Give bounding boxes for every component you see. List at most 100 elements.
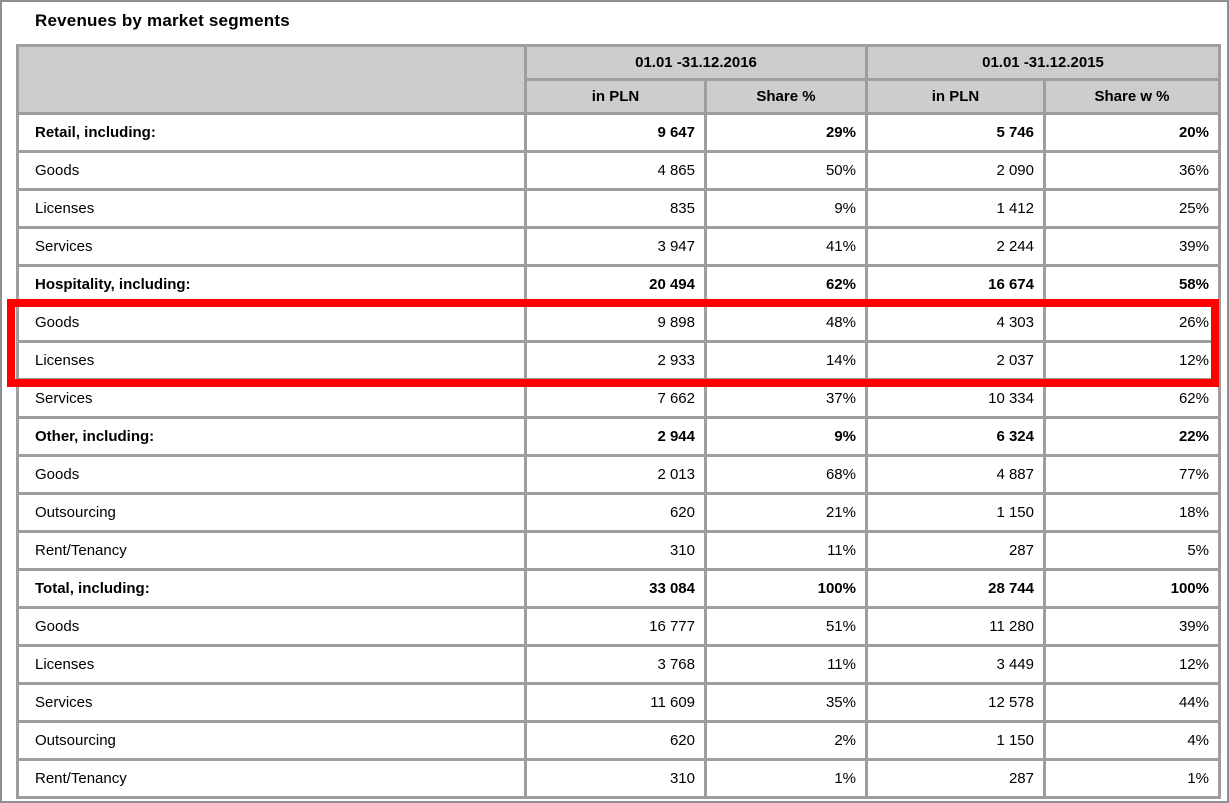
segment-label-cell: Services (16, 226, 527, 267)
segment-label-cell: Rent/Tenancy (16, 530, 527, 571)
pln-2016-cell: 2 933 (524, 340, 707, 381)
table-row: Outsourcing 620 21% 1 150 18% (16, 492, 1221, 533)
pln-2016-cell: 310 (524, 758, 707, 799)
pln-2016-cell: 16 777 (524, 606, 707, 647)
pln-2016-cell: 9 898 (524, 302, 707, 343)
segment-label-cell: Goods (16, 302, 527, 343)
table-row: Services 11 609 35% 12 578 44% (16, 682, 1221, 723)
col-header-share-2016: Share % (704, 78, 868, 115)
share-2015-cell: 39% (1043, 606, 1221, 647)
pln-2016-cell: 33 084 (524, 568, 707, 609)
share-2016-cell: 100% (704, 568, 868, 609)
pln-2016-cell: 2 944 (524, 416, 707, 457)
share-2016-cell: 1% (704, 758, 868, 799)
pln-2015-cell: 6 324 (865, 416, 1046, 457)
pln-2015-cell: 28 744 (865, 568, 1046, 609)
pln-2016-cell: 3 947 (524, 226, 707, 267)
share-2015-cell: 20% (1043, 112, 1221, 153)
share-2016-cell: 11% (704, 530, 868, 571)
pln-2015-cell: 4 887 (865, 454, 1046, 495)
pln-2015-cell: 10 334 (865, 378, 1046, 419)
pln-2015-cell: 4 303 (865, 302, 1046, 343)
table-row: Total, including: 33 084 100% 28 744 100% (16, 568, 1221, 609)
share-2015-cell: 1% (1043, 758, 1221, 799)
pln-2015-cell: 16 674 (865, 264, 1046, 305)
pln-2016-cell: 620 (524, 720, 707, 761)
share-2015-cell: 22% (1043, 416, 1221, 457)
table-header: 01.01 -31.12.2016 01.01 -31.12.2015 in P… (16, 44, 1221, 115)
share-2016-cell: 51% (704, 606, 868, 647)
table-row: Services 3 947 41% 2 244 39% (16, 226, 1221, 267)
share-2016-cell: 41% (704, 226, 868, 267)
pln-2015-cell: 1 412 (865, 188, 1046, 229)
pln-2016-cell: 835 (524, 188, 707, 229)
table-row: Goods 4 865 50% 2 090 36% (16, 150, 1221, 191)
segment-label-cell: Goods (16, 150, 527, 191)
share-2015-cell: 36% (1043, 150, 1221, 191)
segment-label-cell: Goods (16, 606, 527, 647)
table-row: Services 7 662 37% 10 334 62% (16, 378, 1221, 419)
segment-label-cell: Licenses (16, 188, 527, 229)
share-2015-cell: 100% (1043, 568, 1221, 609)
table-row: Goods 9 898 48% 4 303 26% (16, 302, 1221, 343)
segment-label-cell: Total, including: (16, 568, 527, 609)
table-row: Outsourcing 620 2% 1 150 4% (16, 720, 1221, 761)
pln-2016-cell: 2 013 (524, 454, 707, 495)
share-2016-cell: 48% (704, 302, 868, 343)
pln-2016-cell: 11 609 (524, 682, 707, 723)
pln-2016-cell: 7 662 (524, 378, 707, 419)
revenues-table: 01.01 -31.12.2016 01.01 -31.12.2015 in P… (16, 44, 1221, 799)
pln-2016-cell: 9 647 (524, 112, 707, 153)
share-2015-cell: 77% (1043, 454, 1221, 495)
share-2015-cell: 58% (1043, 264, 1221, 305)
table-row: Goods 16 777 51% 11 280 39% (16, 606, 1221, 647)
pln-2015-cell: 5 746 (865, 112, 1046, 153)
share-2016-cell: 14% (704, 340, 868, 381)
table-body: Retail, including: 9 647 29% 5 746 20% Goods 4… (16, 112, 1221, 799)
share-2015-cell: 18% (1043, 492, 1221, 533)
segment-label-cell: Licenses (16, 340, 527, 381)
segment-label-cell: Outsourcing (16, 492, 527, 533)
pln-2015-cell: 2 244 (865, 226, 1046, 267)
segment-label-cell: Services (16, 378, 527, 419)
segment-label-cell: Outsourcing (16, 720, 527, 761)
col-header-pln-2015: in PLN (865, 78, 1046, 115)
table-row: Rent/Tenancy 310 11% 287 5% (16, 530, 1221, 571)
share-2016-cell: 37% (704, 378, 868, 419)
table-row: Other, including: 2 944 9% 6 324 22% (16, 416, 1221, 457)
period-2015-header: 01.01 -31.12.2015 (865, 44, 1221, 81)
pln-2016-cell: 20 494 (524, 264, 707, 305)
pln-2015-cell: 287 (865, 758, 1046, 799)
pln-2016-cell: 4 865 (524, 150, 707, 191)
table-row: Goods 2 013 68% 4 887 77% (16, 454, 1221, 495)
pln-2015-cell: 12 578 (865, 682, 1046, 723)
share-2016-cell: 2% (704, 720, 868, 761)
pln-2016-cell: 310 (524, 530, 707, 571)
share-2015-cell: 26% (1043, 302, 1221, 343)
table-row: Rent/Tenancy 310 1% 287 1% (16, 758, 1221, 799)
pln-2016-cell: 620 (524, 492, 707, 533)
col-header-share-2015: Share w % (1043, 78, 1221, 115)
segment-label-cell: Goods (16, 454, 527, 495)
period-header-row: 01.01 -31.12.2016 01.01 -31.12.2015 (16, 44, 1221, 115)
share-2016-cell: 9% (704, 416, 868, 457)
share-2015-cell: 25% (1043, 188, 1221, 229)
share-2015-cell: 44% (1043, 682, 1221, 723)
pln-2015-cell: 2 037 (865, 340, 1046, 381)
share-2016-cell: 11% (704, 644, 868, 685)
share-2016-cell: 50% (704, 150, 868, 191)
share-2015-cell: 4% (1043, 720, 1221, 761)
period-2016-header: 01.01 -31.12.2016 (524, 44, 868, 81)
share-2015-cell: 5% (1043, 530, 1221, 571)
pln-2015-cell: 1 150 (865, 492, 1046, 533)
table-row: Hospitality, including: 20 494 62% 16 674 58… (16, 264, 1221, 305)
pln-2015-cell: 287 (865, 530, 1046, 571)
pln-2015-cell: 3 449 (865, 644, 1046, 685)
sub-header-row: in PLN Share % in PLN Share w % (18, 78, 1221, 115)
share-2016-cell: 68% (704, 454, 868, 495)
segment-label-cell: Hospitality, including: (16, 264, 527, 305)
share-2016-cell: 29% (704, 112, 868, 153)
segment-header-cell (16, 44, 527, 115)
share-2015-cell: 39% (1043, 226, 1221, 267)
